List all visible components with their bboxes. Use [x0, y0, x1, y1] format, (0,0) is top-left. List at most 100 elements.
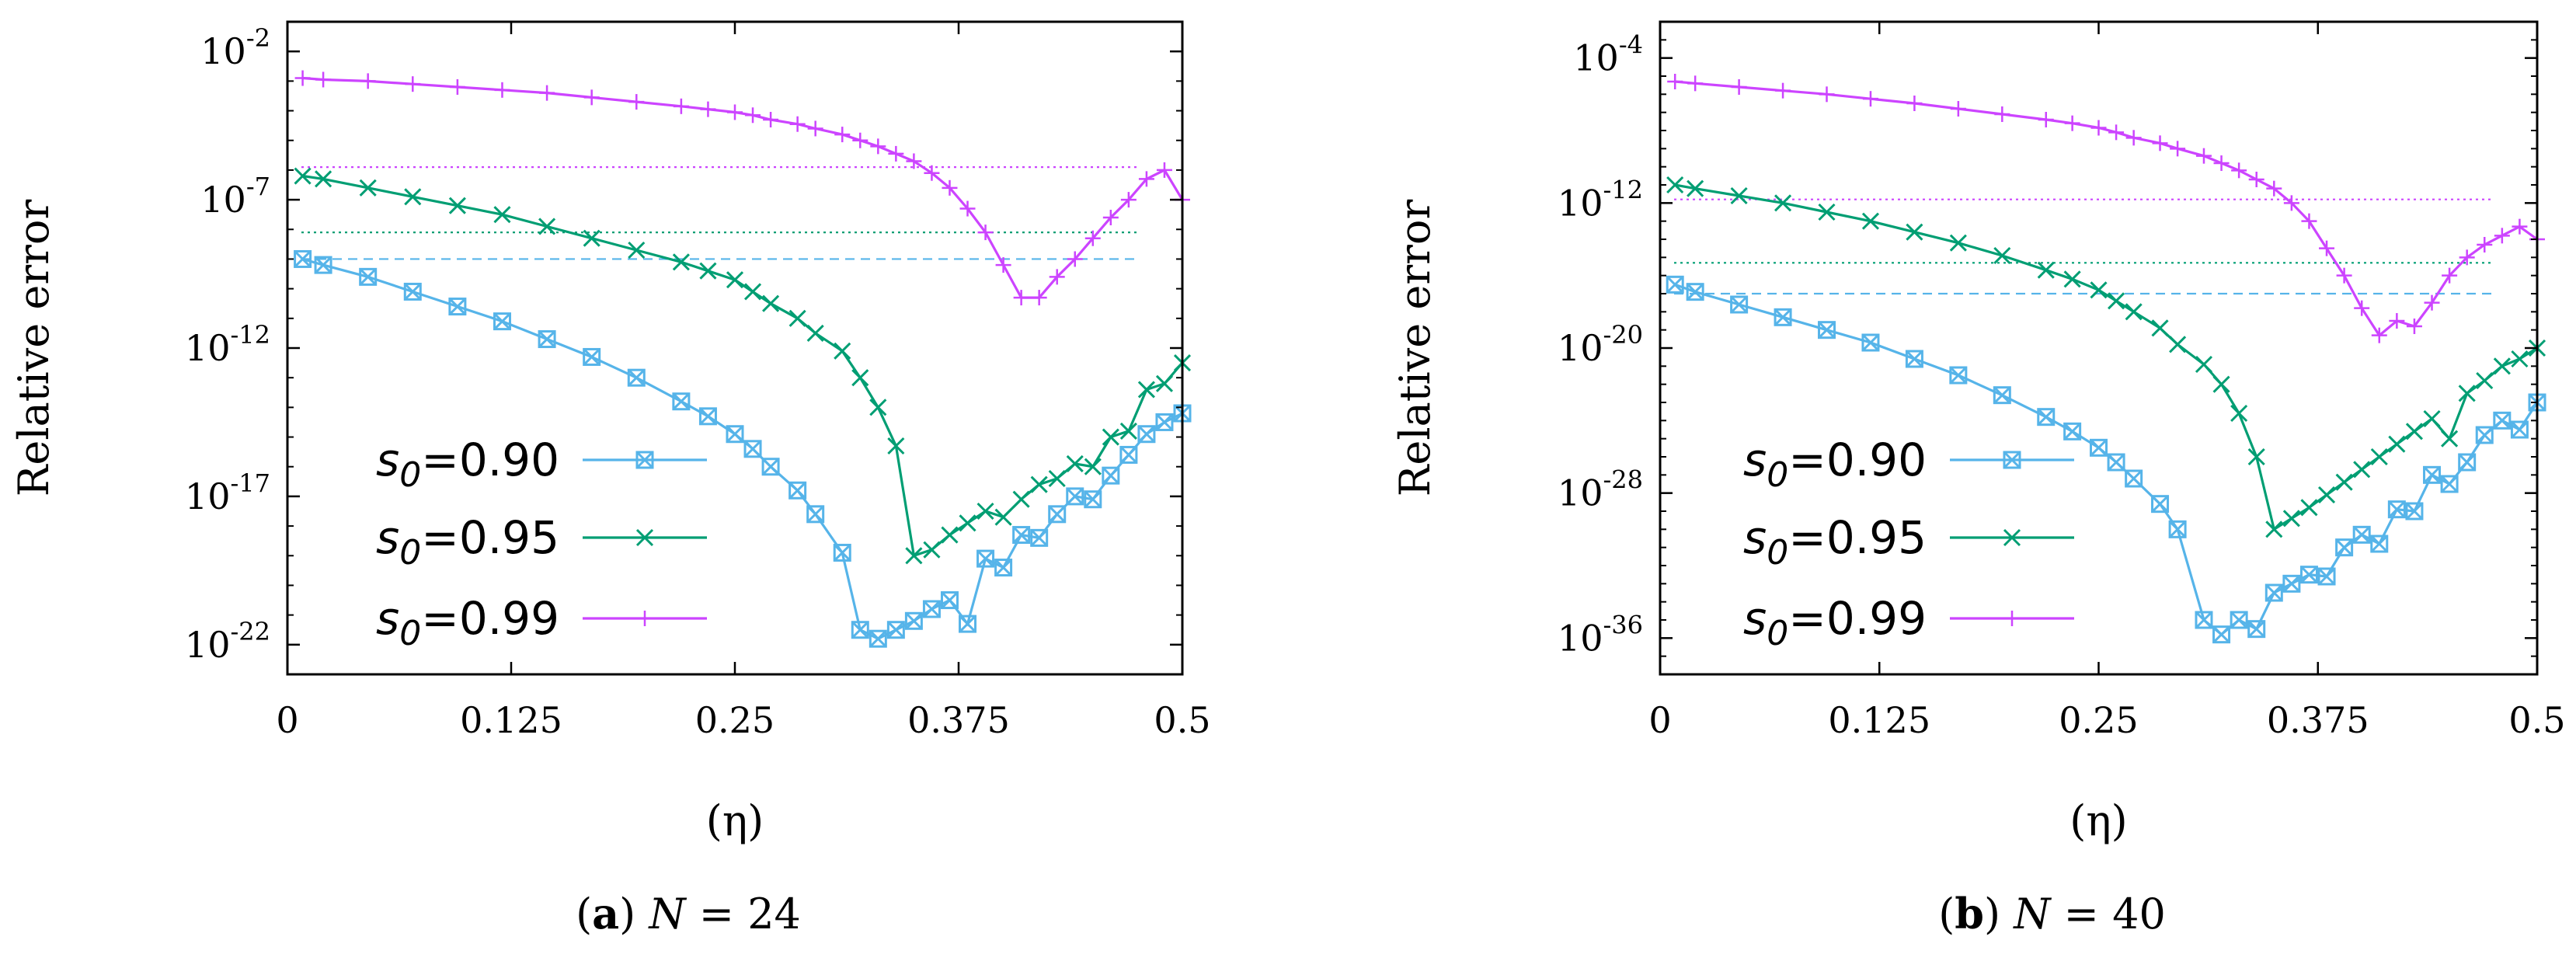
data-point-d2 [1906, 223, 1923, 241]
data-point-d2 [699, 262, 717, 280]
data-point-d2 [2230, 611, 2248, 629]
legend-swatch-marker-d2 [635, 528, 654, 547]
data-point-box [1102, 466, 1120, 485]
y-tick-base: 10 [1558, 182, 1603, 224]
data-point-d2 [762, 294, 780, 312]
data-point-box [1861, 333, 1880, 352]
data-point-d2 [672, 392, 690, 410]
legend-label: s0=0.90 [376, 434, 559, 495]
data-point-d2 [994, 559, 1012, 576]
y-tick-base: 10 [1558, 617, 1603, 659]
caption-panel-label: a [592, 889, 619, 938]
data-point-box [2247, 620, 2266, 639]
data-point-d2 [1861, 333, 1880, 352]
series-markers-0 [1666, 275, 2546, 644]
data-point-d2 [1774, 194, 1792, 212]
data-point-d2 [905, 612, 923, 630]
data-point-box [2212, 625, 2231, 644]
panel-caption: (a) N = 24 [576, 889, 801, 938]
data-point-d2 [1119, 422, 1137, 440]
legend-value: =0.90 [1788, 434, 1927, 486]
legend-value: =0.99 [421, 592, 559, 645]
data-point-d2 [2212, 625, 2230, 643]
data-point-d2 [493, 312, 511, 330]
legend-value: =0.95 [1788, 511, 1927, 564]
data-point-d2 [2300, 499, 2318, 517]
data-point-d2 [1137, 381, 1155, 399]
caption-close-paren: ) [1984, 890, 2014, 938]
data-point-d2 [1012, 490, 1030, 508]
data-point-d2 [538, 330, 556, 348]
data-point-d2 [726, 425, 744, 443]
y-tick-label: 10-17 [185, 468, 270, 517]
data-point-d2 [2125, 469, 2143, 488]
data-point-d2 [699, 407, 717, 425]
data-point-d2 [404, 188, 422, 206]
data-point-box [959, 615, 977, 633]
data-point-d2 [2230, 404, 2248, 423]
data-point-d2 [851, 621, 869, 639]
data-point-d2 [2063, 270, 2081, 288]
data-point-d2 [1906, 350, 1923, 368]
data-point-box [2230, 611, 2248, 629]
y-tick-exponent: -20 [1603, 320, 1643, 350]
data-point-d2 [1774, 308, 1792, 326]
data-point-box [1905, 350, 1923, 368]
legend-symbol: s [376, 434, 399, 486]
data-point-box [994, 559, 1013, 577]
data-point-d2 [923, 541, 941, 559]
data-point-box [726, 425, 744, 444]
data-point-d2 [1687, 283, 1704, 301]
data-point-box [2037, 408, 2056, 427]
data-point-d2 [2353, 461, 2371, 479]
data-point-d2 [2247, 447, 2265, 466]
data-point-box [2458, 453, 2477, 472]
data-point-d2 [2353, 526, 2371, 544]
data-point-d2 [994, 508, 1012, 526]
legend-value: =0.90 [421, 434, 559, 486]
y-tick-exponent: -28 [1603, 465, 1643, 495]
data-point-box [1048, 505, 1067, 524]
series-markers-1 [294, 167, 1192, 565]
y-tick-base: 10 [185, 327, 231, 369]
data-point-d2 [2388, 500, 2406, 518]
caption-open-paren: ( [576, 890, 592, 938]
series-line-1 [302, 174, 1184, 558]
y-tick-label: 10-22 [185, 617, 270, 666]
data-point-d2 [2151, 495, 2169, 513]
data-point-d2 [315, 256, 332, 274]
data-point-box [922, 600, 941, 618]
data-point-box [2264, 583, 2283, 602]
caption-value: = 40 [2051, 890, 2166, 938]
data-point-box [2510, 420, 2529, 439]
data-point-d2 [2037, 408, 2055, 426]
data-point-d2 [2423, 409, 2441, 428]
data-point-box [2168, 520, 2187, 538]
data-point-d2 [2511, 350, 2529, 368]
legend-symbol: s [376, 511, 399, 564]
plot-frame [1659, 20, 2539, 676]
data-point-d2 [628, 241, 646, 259]
y-tick-base: 10 [1573, 37, 1619, 79]
data-point-d2 [359, 179, 377, 197]
data-point-d2 [2151, 319, 2169, 337]
y-tick-label: 10-12 [1558, 175, 1643, 224]
data-point-d2 [834, 544, 851, 562]
data-point-d2 [2458, 385, 2476, 402]
data-point-box [788, 481, 807, 500]
data-point-d2 [1119, 446, 1137, 464]
data-point-d2 [1730, 295, 1748, 314]
data-point-box [940, 591, 959, 610]
y-tick-label: 10-4 [1573, 30, 1643, 79]
data-point-d2 [887, 437, 905, 455]
data-point-box [2335, 538, 2354, 557]
y-tick-label: 10-7 [200, 172, 270, 221]
series-line-2 [302, 76, 1184, 299]
data-point-d2 [1155, 413, 1174, 431]
legend-swatch-marker-box [2003, 451, 2021, 469]
data-point-d2 [1066, 487, 1084, 505]
data-point-box [1774, 308, 1792, 326]
data-point-box [976, 549, 995, 568]
x-tick-label: 0.5 [2508, 699, 2565, 741]
x-tick-label: 0 [1648, 699, 1671, 741]
